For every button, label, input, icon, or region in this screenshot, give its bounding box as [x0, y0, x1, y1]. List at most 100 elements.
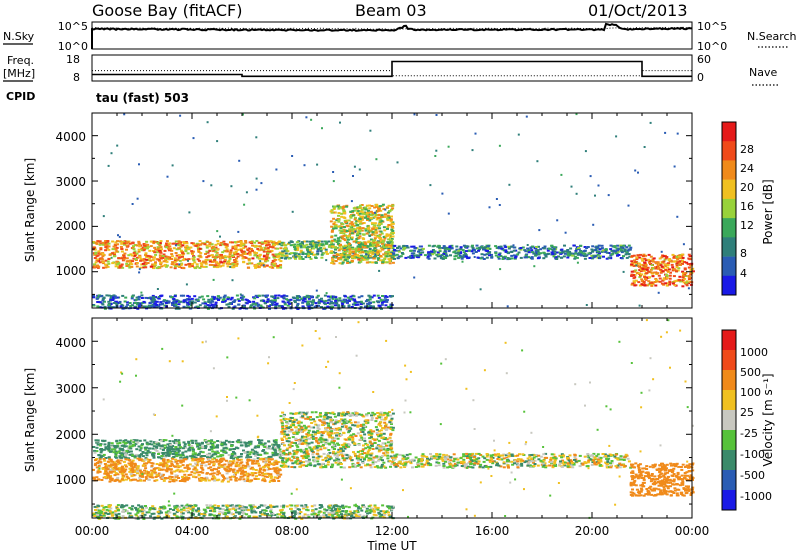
echo-cell [130, 467, 134, 470]
echo-cell [106, 241, 110, 244]
echo-cell [387, 245, 391, 248]
echo-cell [141, 451, 145, 454]
echo-cell [116, 473, 120, 476]
echo-cell [147, 461, 151, 464]
echo-cell [368, 301, 372, 304]
echo-cell [268, 245, 272, 248]
echo-cell [272, 446, 275, 449]
echo-cell [346, 262, 350, 264]
echo-cell [379, 230, 383, 233]
echo-cell [266, 252, 270, 255]
echo-cell [114, 244, 118, 247]
echo-cell [108, 458, 112, 461]
echo-cell [260, 242, 264, 245]
echo-cell [209, 304, 213, 307]
echo-cell [277, 471, 281, 473]
echo-cell [376, 243, 380, 246]
echo-cell [165, 264, 169, 267]
echo-cell [249, 467, 253, 470]
echo-cell [256, 262, 260, 265]
echo-cell [137, 445, 141, 448]
echo-cell [647, 283, 651, 286]
echo-cell [184, 263, 188, 266]
nave-label: Nave [749, 66, 777, 79]
echo-cell [314, 257, 318, 259]
echo-cell [195, 442, 198, 445]
echo-cell [484, 249, 488, 252]
echo-cell [274, 294, 278, 297]
echo-cell [330, 236, 334, 239]
echo-cell [358, 168, 361, 171]
echo-cell [177, 453, 181, 456]
echo-cell [512, 254, 516, 257]
echo-cell [256, 254, 260, 257]
echo-cell [350, 236, 354, 239]
echo-cell [265, 294, 269, 297]
echo-cell [160, 248, 163, 251]
echo-cell [575, 248, 579, 251]
echo-cell [373, 237, 377, 240]
echo-cell [149, 245, 153, 248]
echo-cell [272, 454, 276, 457]
echo-cell [153, 251, 157, 254]
echo-cell [262, 249, 266, 252]
echo-cell [204, 447, 207, 450]
echo-cell [389, 440, 393, 443]
echo-cell [119, 305, 123, 308]
echo-cell [145, 240, 149, 243]
echo-cell [117, 257, 121, 260]
echo-cell [249, 456, 253, 459]
echo-cell [382, 299, 386, 302]
echo-cell [228, 461, 232, 464]
echo-cell [348, 261, 352, 264]
echo-cell [180, 478, 184, 481]
echo-cell [141, 455, 145, 458]
echo-cell [157, 444, 161, 447]
echo-cell [267, 456, 271, 459]
echo-cell [270, 300, 274, 303]
echo-cell [351, 210, 355, 213]
echo-cell [307, 297, 311, 300]
echo-cell [118, 462, 122, 465]
echo-cell [246, 477, 250, 480]
echo-cell [640, 266, 644, 269]
echo-cell [224, 459, 228, 462]
echo-cell [149, 240, 153, 243]
echo-cell [620, 251, 624, 254]
echo-cell [290, 252, 294, 255]
echo-cell [521, 246, 525, 249]
echo-cell [590, 254, 594, 257]
echo-cell [178, 259, 182, 262]
echo-cell [311, 303, 314, 306]
echo-cell [612, 249, 616, 252]
echo-cell [372, 239, 375, 242]
echo-cell [270, 299, 274, 302]
echo-cell [99, 456, 103, 459]
echo-cell [160, 478, 164, 480]
echo-cell [348, 248, 352, 251]
echo-cell [118, 456, 122, 459]
echo-cell [687, 276, 691, 279]
echo-cell [185, 464, 189, 467]
echo-cell [377, 241, 381, 244]
echo-cell [102, 296, 106, 299]
echo-cell [242, 247, 246, 250]
echo-cell [175, 462, 179, 465]
echo-cell [220, 465, 224, 468]
echo-cell [337, 214, 340, 217]
echo-cell [474, 251, 478, 253]
echo-cell [488, 206, 491, 209]
echo-cell [256, 459, 260, 462]
echo-cell [205, 441, 208, 444]
echo-cell [647, 258, 651, 261]
echo-cell [384, 235, 388, 238]
echo-cell [372, 241, 376, 244]
echo-cell [104, 249, 108, 252]
echo-cell [336, 237, 340, 240]
echo-cell [604, 251, 608, 253]
echo-cell [264, 296, 268, 298]
echo-cell [375, 158, 378, 161]
echo-cell [320, 240, 324, 243]
echo-cell [364, 227, 368, 230]
echo-cell [346, 255, 350, 258]
